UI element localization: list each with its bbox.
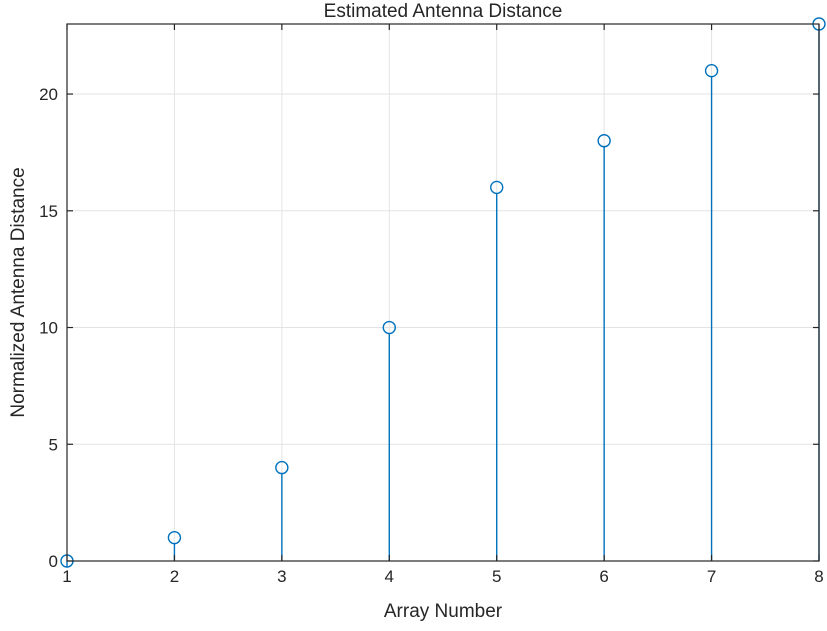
- x-tick-label: 1: [62, 567, 71, 586]
- y-tick-label: 15: [39, 202, 58, 221]
- x-axis-title: Array Number: [384, 601, 503, 622]
- stem-marker: [597, 134, 611, 148]
- stem-marker: [382, 320, 396, 335]
- y-axis-title: Normalized Antenna Distance: [8, 167, 29, 417]
- stem-layer: [60, 17, 826, 568]
- stem-marker: [490, 180, 504, 195]
- x-tick-label: 7: [707, 567, 716, 586]
- y-tick-label: 10: [39, 319, 58, 338]
- stem-marker: [275, 460, 289, 475]
- x-tick-label: 3: [277, 567, 286, 586]
- x-tick-label: 4: [385, 567, 394, 586]
- stem-marker: [167, 530, 182, 545]
- x-tick-label: 2: [170, 567, 179, 586]
- tick-layer: 1 2 3 4 5 6 7 8 0 5 10 15 20: [39, 24, 824, 586]
- y-tick-label: 0: [49, 552, 58, 571]
- y-tick-label: 5: [49, 435, 58, 454]
- x-tick-label: 5: [492, 567, 501, 586]
- x-tick-label: 8: [814, 567, 823, 586]
- plot-frame: [66, 23, 820, 562]
- x-tick-label: 6: [599, 567, 608, 586]
- grid-layer: [66, 24, 820, 562]
- stem-marker: [704, 63, 719, 78]
- y-tick-label: 20: [39, 85, 58, 104]
- chart-title: Estimated Antenna Distance: [324, 1, 563, 22]
